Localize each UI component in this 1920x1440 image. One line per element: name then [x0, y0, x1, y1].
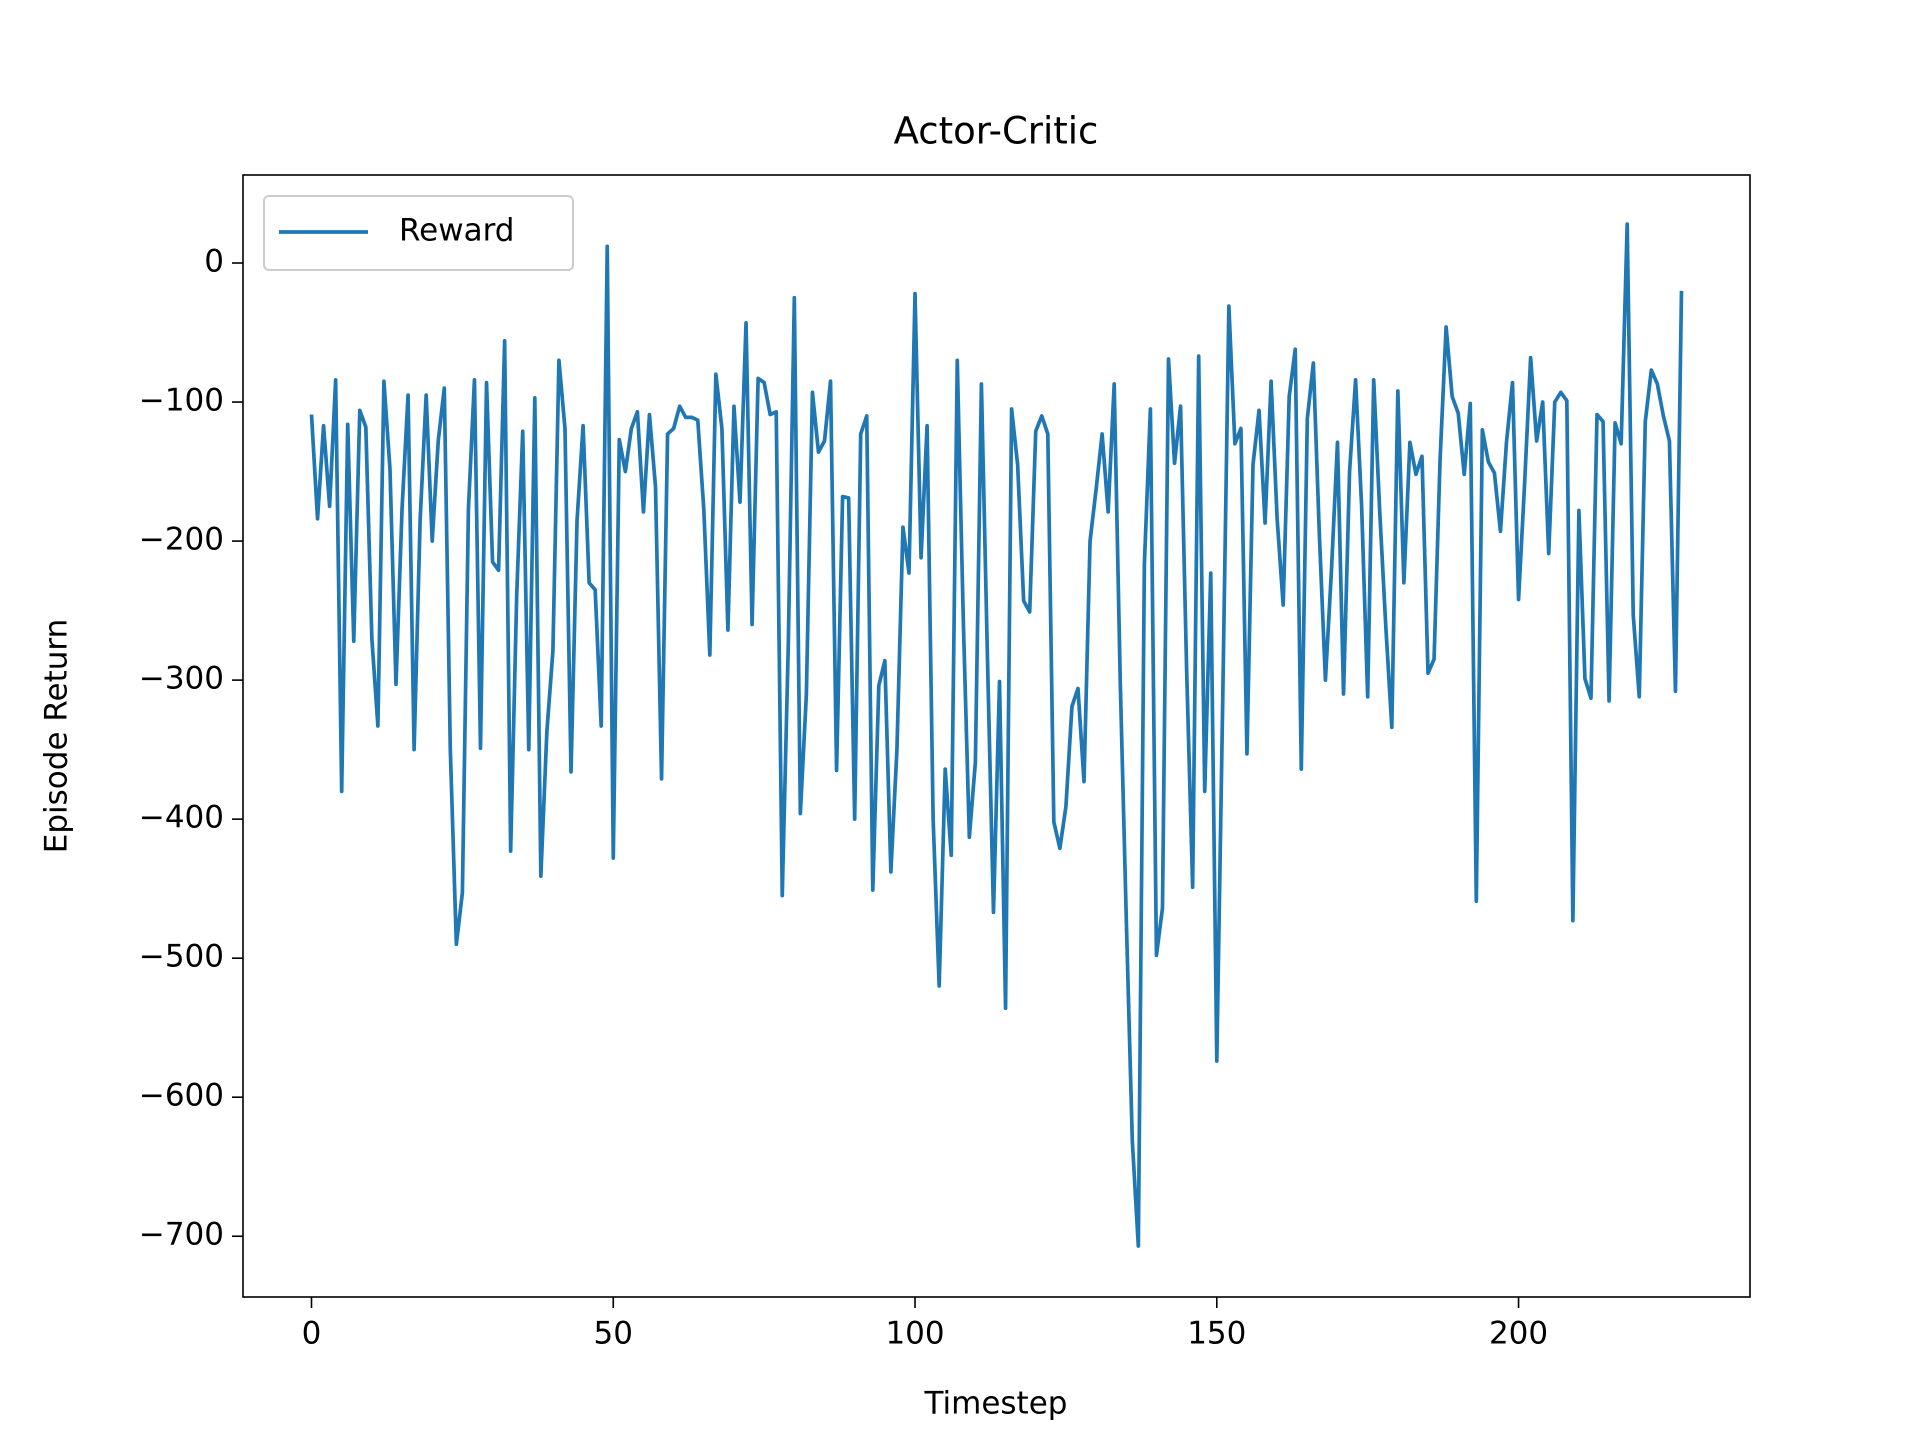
- plot-frame: [242, 174, 1751, 1298]
- x-tick-label: 50: [594, 1316, 633, 1352]
- legend-box: [263, 195, 574, 271]
- y-tick-label: −400: [139, 800, 224, 836]
- y-tick-label: −200: [139, 522, 224, 558]
- x-axis-label: Timestep: [924, 1386, 1068, 1422]
- y-tick-label: −700: [139, 1217, 224, 1253]
- y-tick-label: −500: [139, 939, 224, 975]
- legend-label: Reward: [399, 213, 514, 249]
- y-axis-label: Episode Return: [39, 619, 75, 853]
- data-line: [309, 222, 1684, 1248]
- chart-title: Actor-Critic: [894, 110, 1099, 153]
- x-tick-label: 0: [302, 1316, 322, 1352]
- y-tick-label: −300: [139, 661, 224, 697]
- y-tick-label: −100: [139, 383, 224, 419]
- x-tick-label: 150: [1187, 1316, 1246, 1352]
- y-tick-label: 0: [204, 244, 224, 280]
- x-tick-label: 200: [1489, 1316, 1548, 1352]
- x-tick-label: 100: [885, 1316, 944, 1352]
- y-tick-label: −600: [139, 1078, 224, 1114]
